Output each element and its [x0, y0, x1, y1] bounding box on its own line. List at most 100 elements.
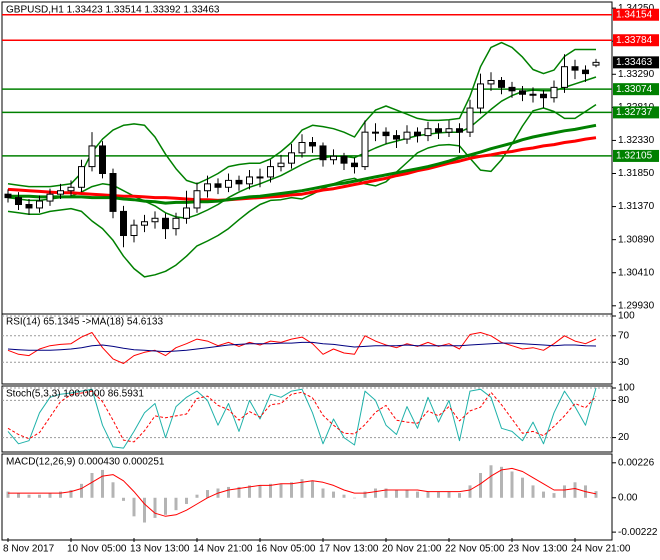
histogram-bar: [552, 493, 556, 498]
candle-body: [477, 83, 484, 109]
moving-average: [8, 123, 597, 205]
y-tick-label: 100: [618, 383, 635, 394]
candle-body: [235, 179, 243, 185]
histogram-bar: [363, 491, 367, 498]
pane-title: MACD(12,26,9) 0.000430 0.000251: [6, 457, 165, 468]
level-label: 1.33074: [616, 84, 653, 95]
candle-body: [561, 66, 568, 88]
x-tick-label: 8 Nov 2017: [3, 544, 55, 555]
x-tick-label: 14 Nov 21:00: [193, 544, 253, 555]
histogram-bar: [111, 482, 115, 498]
candle-body: [529, 93, 537, 96]
candle-body: [130, 224, 138, 237]
y-tick-label: 1.31850: [618, 168, 655, 179]
candle-body: [319, 145, 327, 161]
candle-body: [393, 135, 400, 140]
x-tick-label: 13 Nov 13:00: [130, 544, 190, 555]
price-label: 1.33463: [616, 57, 653, 68]
candle-body: [382, 131, 390, 137]
histogram-bar: [80, 483, 83, 498]
histogram-bar: [437, 491, 440, 498]
pane-title: Stoch(5,3,3) 100.0000 86.5931: [6, 389, 144, 400]
y-tick-label: 1.31370: [618, 201, 655, 212]
histogram-bar: [573, 482, 577, 498]
y-tick-label: 0.00: [618, 492, 638, 503]
histogram-bar: [447, 491, 451, 498]
y-tick-label: 100: [618, 311, 635, 322]
indicator-line: [7, 332, 597, 364]
histogram-bar: [48, 493, 52, 498]
bollinger-lower: [7, 103, 597, 278]
y-tick-label: 1.33290: [618, 69, 655, 80]
histogram-bar: [426, 491, 430, 498]
histogram-bar: [90, 473, 94, 498]
level-label: 1.32105: [616, 151, 653, 162]
candle-body: [498, 79, 505, 88]
level-label: 1.33784: [616, 35, 653, 46]
histogram-bar: [458, 493, 461, 498]
x-tick-label: 17 Nov 13:00: [319, 544, 379, 555]
candle-body: [141, 221, 148, 226]
histogram-bar: [342, 494, 346, 498]
candle-body: [214, 183, 222, 188]
level-label-box: [613, 8, 659, 21]
histogram-bar: [164, 497, 167, 515]
histogram-bar: [384, 488, 388, 498]
candle-body: [88, 145, 96, 168]
x-tick-label: 23 Nov 13:00: [508, 544, 568, 555]
candle-body: [445, 128, 453, 133]
candle-body: [246, 176, 253, 185]
histogram-bar: [594, 491, 598, 498]
candle-body: [372, 131, 379, 134]
histogram-bar: [300, 479, 304, 498]
y-tick-label: 80: [618, 395, 630, 406]
signal-line: [8, 467, 597, 517]
candle-body: [340, 155, 348, 164]
candle-body: [435, 128, 442, 133]
histogram-bar: [122, 497, 125, 501]
histogram-bar: [153, 497, 157, 518]
histogram-bar: [101, 469, 104, 498]
candle-body: [162, 217, 169, 230]
level-label-box: [613, 34, 659, 47]
level-label: 1.32737: [616, 107, 653, 118]
histogram-bar: [395, 490, 398, 498]
histogram-bar: [17, 493, 20, 498]
histogram-bar: [416, 491, 419, 498]
y-tick-label: 1.34250: [618, 3, 655, 14]
x-tick-label: 22 Nov 05:00: [445, 544, 505, 555]
histogram-bar: [38, 494, 41, 498]
y-tick-label: 1.30410: [618, 267, 655, 278]
candle-body: [151, 217, 159, 223]
candle-body: [78, 166, 85, 188]
histogram-bar: [374, 488, 377, 498]
histogram-bar: [489, 465, 493, 498]
histogram-bar: [206, 490, 209, 498]
level-label-box: [613, 149, 659, 162]
histogram-bar: [132, 497, 136, 517]
histogram-bar: [6, 491, 10, 498]
candle-body: [193, 190, 201, 209]
candle-body: [330, 155, 337, 161]
candle-body: [46, 193, 54, 202]
histogram-bar: [237, 486, 241, 498]
pane-frame: [1, 385, 613, 453]
pane-title: GBPUSD,H1 1.33423 1.33514 1.33392 1.3346…: [6, 5, 220, 16]
candle-body: [99, 145, 106, 175]
histogram-bar: [279, 483, 283, 498]
histogram-bar: [185, 497, 188, 504]
histogram-bar: [542, 491, 545, 498]
candle-body: [508, 86, 516, 92]
y-tick-label: -0.00222: [618, 527, 658, 538]
candle-body: [57, 190, 64, 195]
histogram-bar: [69, 490, 73, 498]
candle-body: [67, 186, 75, 192]
histogram-bar: [290, 482, 293, 498]
histogram-bar: [59, 491, 62, 498]
candle-body: [571, 66, 579, 71]
candle-body: [466, 107, 474, 133]
histogram-bar: [321, 488, 325, 498]
candle-body: [487, 79, 495, 85]
